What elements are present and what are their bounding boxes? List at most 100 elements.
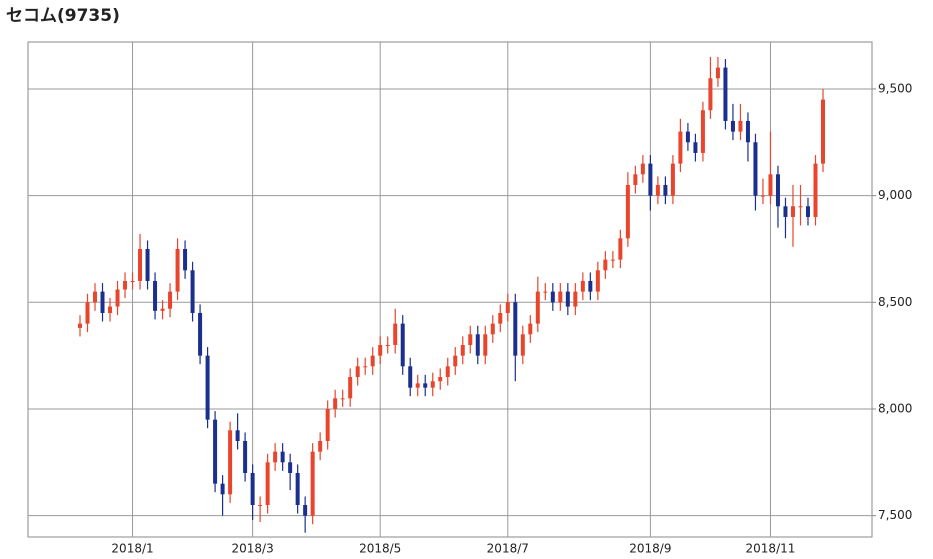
candle-body: [505, 302, 510, 313]
candle-body: [775, 174, 780, 207]
candle-body: [490, 323, 495, 335]
x-tick-label: 2018/9: [629, 542, 671, 556]
candle-body: [303, 504, 308, 516]
candle-body: [745, 120, 750, 143]
candle-body: [550, 291, 555, 303]
candle-body: [190, 270, 195, 313]
candle-body: [160, 308, 165, 311]
candle-body: [513, 302, 518, 356]
candle-body: [625, 184, 630, 239]
candle-body: [790, 206, 795, 217]
candle-body: [273, 451, 278, 463]
candle-body: [813, 163, 818, 217]
x-tick-label: 2018/3: [232, 542, 274, 556]
candle-body: [205, 355, 210, 420]
plot-frame: [27, 41, 873, 538]
candle-body: [678, 131, 683, 164]
candle-body: [588, 280, 593, 292]
x-tick-label: 2018/5: [359, 542, 401, 556]
candle-body: [235, 430, 240, 441]
candle-body: [468, 334, 473, 345]
candle-body: [438, 376, 443, 382]
candle-body: [295, 472, 300, 505]
candle-body: [805, 206, 810, 217]
candle-body: [528, 323, 533, 335]
candle-body: [318, 440, 323, 452]
candle-body: [535, 291, 540, 324]
chart-title: セコム(9735): [6, 6, 120, 26]
candle-body: [310, 451, 315, 516]
candle-body: [430, 381, 435, 388]
candle-body: [243, 440, 248, 473]
candle-body: [130, 280, 135, 282]
candle-body: [153, 280, 158, 311]
candle-body: [558, 291, 563, 303]
x-tick-label: 2018/7: [487, 542, 529, 556]
y-tick-label: 7,500: [878, 508, 912, 522]
candle-body: [595, 270, 600, 292]
candle-body: [663, 184, 668, 196]
candle-body: [258, 504, 263, 506]
candle-body: [423, 383, 428, 388]
candle-body: [213, 419, 218, 484]
candle-body: [250, 472, 255, 505]
candle-body: [610, 259, 615, 261]
candle-body: [685, 131, 690, 143]
candle-body: [325, 408, 330, 441]
candle-body: [633, 174, 638, 185]
candle-body: [760, 195, 765, 197]
candle-body: [393, 323, 398, 345]
candle-body: [168, 291, 173, 309]
candle-body: [723, 67, 728, 121]
candle-body: [708, 78, 713, 111]
x-tick-label: 2018/1: [111, 542, 153, 556]
candle-body: [655, 184, 660, 196]
candle-body: [93, 291, 98, 303]
candle-body: [753, 142, 758, 196]
candle-body: [175, 248, 180, 292]
candle-body: [115, 289, 120, 307]
candle-body: [460, 344, 465, 356]
candle-body: [445, 366, 450, 377]
candle-body: [768, 174, 773, 196]
candle-body: [603, 259, 608, 271]
candle-body: [138, 248, 143, 281]
candle-body: [340, 398, 345, 400]
candle-body: [265, 462, 270, 505]
candle-body: [123, 280, 128, 290]
candle-body: [453, 355, 458, 367]
y-tick-label: 8,000: [878, 401, 912, 415]
candle-body: [498, 312, 503, 324]
candle-body: [475, 334, 480, 356]
candle-body: [715, 67, 720, 79]
y-tick-label: 9,500: [878, 81, 912, 95]
candle-body: [648, 163, 653, 196]
candle-body: [378, 344, 383, 356]
candle-body: [798, 206, 803, 208]
candle-body: [783, 206, 788, 217]
candle-body: [565, 291, 570, 307]
candle-body: [78, 323, 82, 328]
candle-body: [370, 355, 375, 367]
candle-body: [573, 291, 578, 307]
candle-body: [738, 120, 743, 132]
candle-body: [580, 280, 585, 292]
x-tick-label: 2018/11: [746, 542, 796, 556]
candle-body: [145, 248, 150, 281]
candle-body: [520, 334, 525, 356]
candle-body: [85, 302, 90, 324]
candle-body: [280, 451, 285, 463]
candle-body: [355, 366, 360, 377]
y-tick-label: 9,000: [878, 188, 912, 202]
candle-body: [363, 366, 368, 368]
candle-body: [618, 238, 623, 260]
candle-body: [693, 142, 698, 153]
candle-body: [415, 383, 420, 388]
candle-body: [228, 430, 233, 495]
candle-body: [385, 344, 390, 346]
candle-body: [288, 462, 293, 473]
candle-body: [670, 163, 675, 196]
candle-body: [543, 291, 548, 293]
candle-body: [700, 110, 705, 153]
